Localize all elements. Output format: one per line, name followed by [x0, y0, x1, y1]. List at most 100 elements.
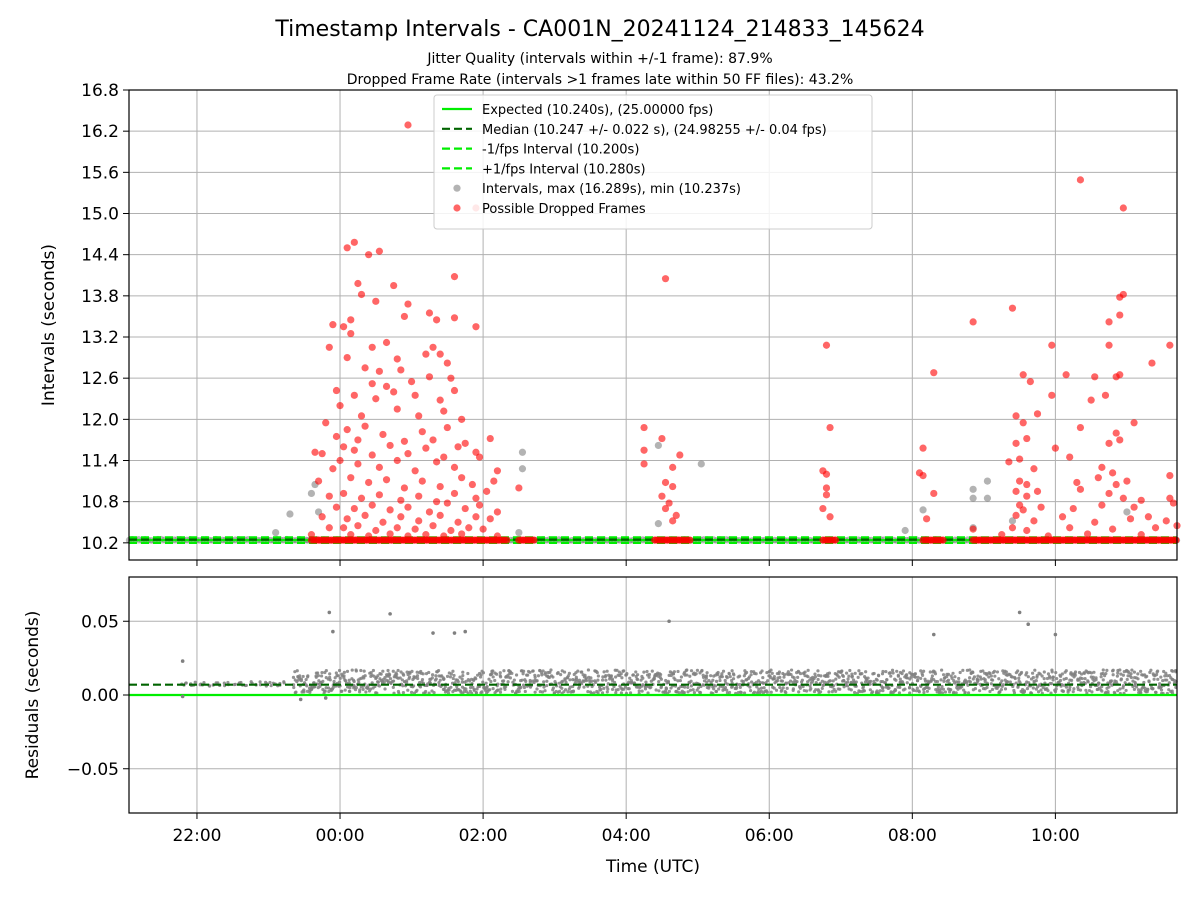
residual-point	[999, 688, 1003, 692]
dropped-frame-point	[640, 460, 648, 468]
residual-point	[700, 668, 704, 673]
dropped-frame-point	[450, 314, 459, 322]
residual-point	[1054, 687, 1058, 691]
dropped-frame-point	[433, 316, 441, 324]
dropped-frame-point	[368, 380, 376, 388]
dropped-frame-point	[1058, 513, 1067, 521]
residual-point	[727, 671, 731, 675]
dropped-frame-point	[436, 350, 444, 358]
dropped-frame-point	[450, 489, 459, 498]
dropped-frame-point	[919, 444, 927, 452]
residual-point	[778, 675, 782, 679]
residual-point	[567, 671, 571, 675]
residual-point	[907, 686, 912, 690]
residual-point	[401, 684, 405, 688]
residual-point	[328, 675, 332, 679]
dropped-frame-point	[318, 513, 326, 521]
dropped-frame-point	[407, 378, 416, 386]
dropped-frame-point	[1105, 341, 1113, 349]
dropped-frame-point	[365, 532, 373, 540]
interval-point	[286, 510, 294, 518]
residual-point	[337, 668, 342, 673]
residual-point	[338, 676, 342, 680]
residual-point	[510, 689, 515, 693]
residual-point	[689, 679, 693, 683]
residual-point	[968, 668, 972, 672]
residual-point	[447, 688, 451, 692]
dropped-frame-point	[433, 498, 441, 506]
residual-point	[520, 678, 524, 682]
dropped-frame-point	[440, 407, 448, 415]
residual-point	[625, 671, 629, 676]
residual-point	[364, 690, 368, 694]
dropped-frame-point	[343, 515, 351, 523]
residuals-reference-lines	[129, 683, 1177, 697]
residual-point	[759, 686, 764, 690]
residual-point	[491, 669, 495, 673]
dropped-frame-point	[661, 275, 670, 283]
chart-subtitle-dropped: Dropped Frame Rate (intervals >1 frames …	[347, 72, 854, 88]
residual-point	[707, 686, 711, 690]
dropped-frame-point	[1148, 359, 1156, 367]
residual-point	[1042, 677, 1046, 681]
residual-point	[850, 674, 854, 678]
residual-point	[808, 684, 812, 688]
dropped-frame-point	[386, 530, 394, 538]
residual-point	[650, 669, 654, 673]
dropped-frame-point	[969, 525, 977, 533]
residual-point	[1064, 685, 1069, 689]
intervals-y-tick-label: 12.0	[81, 410, 119, 430]
residual-point	[1080, 676, 1084, 681]
residual-point	[523, 689, 527, 694]
residual-point	[985, 685, 989, 690]
residual-point	[846, 680, 850, 684]
dropped-frame-point	[1105, 439, 1113, 447]
dropped-frame-point	[1066, 453, 1074, 461]
residual-point	[498, 690, 503, 694]
dropped-frame-point	[365, 251, 373, 259]
residual-point	[1104, 671, 1108, 676]
dropped-frame-point	[425, 373, 434, 381]
residual-point	[953, 675, 957, 679]
dropped-frame-point	[1112, 429, 1120, 437]
dropped-frame-point	[382, 382, 391, 391]
residual-point	[845, 684, 850, 688]
residuals-points	[180, 610, 1058, 702]
residual-point	[496, 688, 500, 692]
residual-point	[805, 689, 809, 693]
residual-point	[939, 687, 943, 691]
residual-point	[416, 676, 420, 681]
residual-point	[502, 669, 506, 673]
dropped-frame-point	[382, 338, 391, 347]
dropped-frame-point	[1037, 503, 1045, 511]
residual-point	[976, 679, 980, 683]
interval-point	[901, 526, 909, 535]
residual-point	[305, 684, 309, 688]
residual-point	[782, 673, 787, 677]
dropped-frame-point	[372, 395, 380, 403]
residual-point	[735, 685, 739, 690]
dropped-frame-point	[429, 522, 437, 530]
residual-point	[540, 690, 545, 694]
residual-point	[905, 673, 909, 677]
dropped-frame-point	[332, 432, 341, 441]
intervals-y-tick-label: 15.6	[81, 163, 119, 183]
dropped-frame-point	[493, 532, 502, 540]
residual-point	[940, 691, 945, 695]
residual-point	[409, 690, 414, 695]
residual-point	[587, 678, 591, 682]
dropped-frame-point	[347, 531, 355, 539]
residual-point	[382, 680, 386, 684]
residual-point	[1152, 677, 1156, 681]
dropped-frame-point	[1019, 419, 1027, 427]
residual-point	[396, 689, 401, 694]
dropped-frame-point	[1123, 477, 1131, 485]
residual-point	[1143, 686, 1147, 690]
residual-point	[577, 685, 582, 689]
residual-point	[1071, 690, 1075, 694]
dropped-frame-point	[1105, 489, 1113, 498]
residual-point	[574, 677, 579, 681]
dropped-frame-point	[440, 453, 448, 461]
dropped-frame-point	[1073, 478, 1081, 487]
